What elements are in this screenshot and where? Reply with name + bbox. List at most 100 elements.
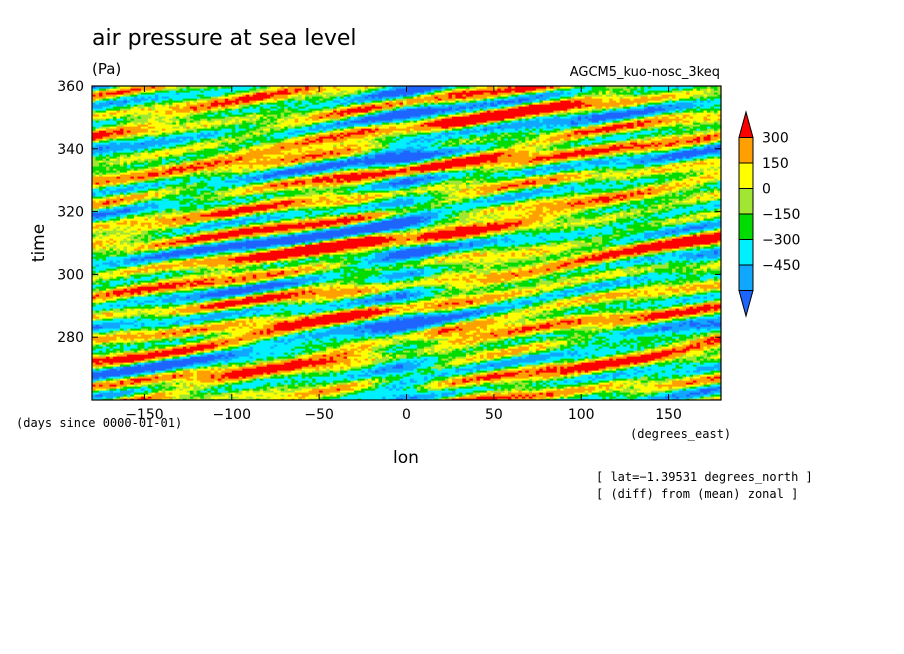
heatmap-cell xyxy=(396,356,408,359)
heatmap-cell xyxy=(465,378,470,381)
heatmap-cell xyxy=(105,298,118,301)
heatmap-cell xyxy=(347,370,362,373)
heatmap-cell xyxy=(511,340,516,343)
heatmap-cell xyxy=(151,344,177,347)
heatmap-cell xyxy=(570,340,575,343)
heatmap-cell xyxy=(392,336,429,339)
heatmap-cell xyxy=(497,354,505,357)
heatmap-cell xyxy=(179,322,191,325)
heatmap-cell xyxy=(479,306,488,309)
heatmap-cell xyxy=(420,372,429,375)
heatmap-cell xyxy=(298,316,306,319)
heatmap-cell xyxy=(347,382,352,385)
heatmap-cell xyxy=(228,394,233,397)
heatmap-cell xyxy=(154,376,159,379)
heatmap-cell xyxy=(693,396,701,399)
heatmap-cell xyxy=(441,394,450,397)
heatmap-cell xyxy=(368,382,373,385)
heatmap-cell xyxy=(161,336,166,339)
heatmap-cell xyxy=(427,316,464,319)
heatmap-cell xyxy=(329,334,355,337)
heatmap-cell xyxy=(158,380,163,383)
heatmap-cell xyxy=(504,348,509,351)
heatmap-cell xyxy=(123,316,128,319)
heatmap-cell xyxy=(539,346,547,349)
heatmap-cell xyxy=(458,292,467,295)
heatmap-cell xyxy=(291,354,296,357)
heatmap-cell xyxy=(637,344,649,347)
heatmap-cell xyxy=(193,350,198,353)
heatmap-cell xyxy=(521,370,526,373)
heatmap-cell xyxy=(368,358,373,361)
heatmap-cell xyxy=(605,366,621,369)
heatmap-cell xyxy=(448,308,453,311)
heatmap-cell xyxy=(570,316,575,319)
heatmap-cell xyxy=(521,290,526,293)
heatmap-cell xyxy=(207,334,219,337)
heatmap-cell xyxy=(686,318,691,321)
heatmap-cell xyxy=(469,316,481,319)
heatmap-cell xyxy=(207,324,212,327)
heatmap-cell xyxy=(242,308,247,311)
heatmap-cell xyxy=(172,372,180,375)
heatmap-cell xyxy=(609,368,614,371)
heatmap-cell xyxy=(465,364,477,367)
heatmap-cell xyxy=(126,354,170,357)
heatmap-cell xyxy=(284,334,289,337)
heatmap-cell xyxy=(563,304,568,307)
heatmap-cell xyxy=(535,394,547,397)
heatmap-cell xyxy=(577,354,582,357)
heatmap-cell xyxy=(679,362,684,365)
heatmap-cell xyxy=(151,392,156,395)
heatmap-cell xyxy=(347,378,359,381)
heatmap-cell xyxy=(679,316,684,319)
heatmap-cell xyxy=(336,382,348,385)
heatmap-cell xyxy=(640,324,649,327)
heatmap-cell xyxy=(249,388,254,391)
heatmap-cell xyxy=(137,304,142,307)
heatmap-cell xyxy=(165,382,173,385)
heatmap-cell xyxy=(630,344,635,347)
heatmap-cell xyxy=(420,398,425,400)
heatmap-cell xyxy=(95,304,111,307)
heatmap-cell xyxy=(686,362,691,365)
heatmap-cell xyxy=(92,386,118,389)
heatmap-cell xyxy=(675,316,680,319)
heatmap-cell xyxy=(235,320,247,323)
heatmap-cell xyxy=(560,372,568,375)
heatmap-cell xyxy=(539,304,544,307)
heatmap-cell xyxy=(312,332,317,335)
heatmap-cell xyxy=(528,310,544,313)
heatmap-cell xyxy=(263,372,268,375)
heatmap-cell xyxy=(626,306,638,309)
heatmap-cell xyxy=(549,322,558,325)
heatmap-cell xyxy=(161,304,180,307)
heatmap-cell xyxy=(221,318,236,321)
heatmap-cell xyxy=(305,302,310,305)
heatmap-cell xyxy=(626,382,635,385)
heatmap-cell xyxy=(403,332,411,335)
heatmap-cell xyxy=(385,372,408,375)
heatmap-cell xyxy=(179,304,184,307)
heatmap-cell xyxy=(217,386,222,389)
heatmap-cell xyxy=(119,378,128,381)
heatmap-cell xyxy=(154,328,159,331)
heatmap-cell xyxy=(682,374,687,377)
heatmap-cell xyxy=(465,292,477,295)
heatmap-cell xyxy=(189,332,198,335)
heatmap-cell xyxy=(98,384,104,387)
heatmap-cell xyxy=(675,358,680,361)
heatmap-cell xyxy=(444,322,457,325)
heatmap-cell xyxy=(329,338,338,341)
heatmap-cell xyxy=(249,352,257,355)
heatmap-cell xyxy=(493,328,498,331)
heatmap-cell xyxy=(654,342,666,345)
heatmap-cell xyxy=(224,320,229,323)
heatmap-cell xyxy=(609,374,614,377)
heatmap-cell xyxy=(532,350,537,353)
heatmap-cell xyxy=(430,328,443,331)
heatmap-cell xyxy=(423,296,436,299)
heatmap-cell xyxy=(567,394,575,397)
heatmap-cell xyxy=(375,364,387,367)
heatmap-cell xyxy=(672,304,684,307)
